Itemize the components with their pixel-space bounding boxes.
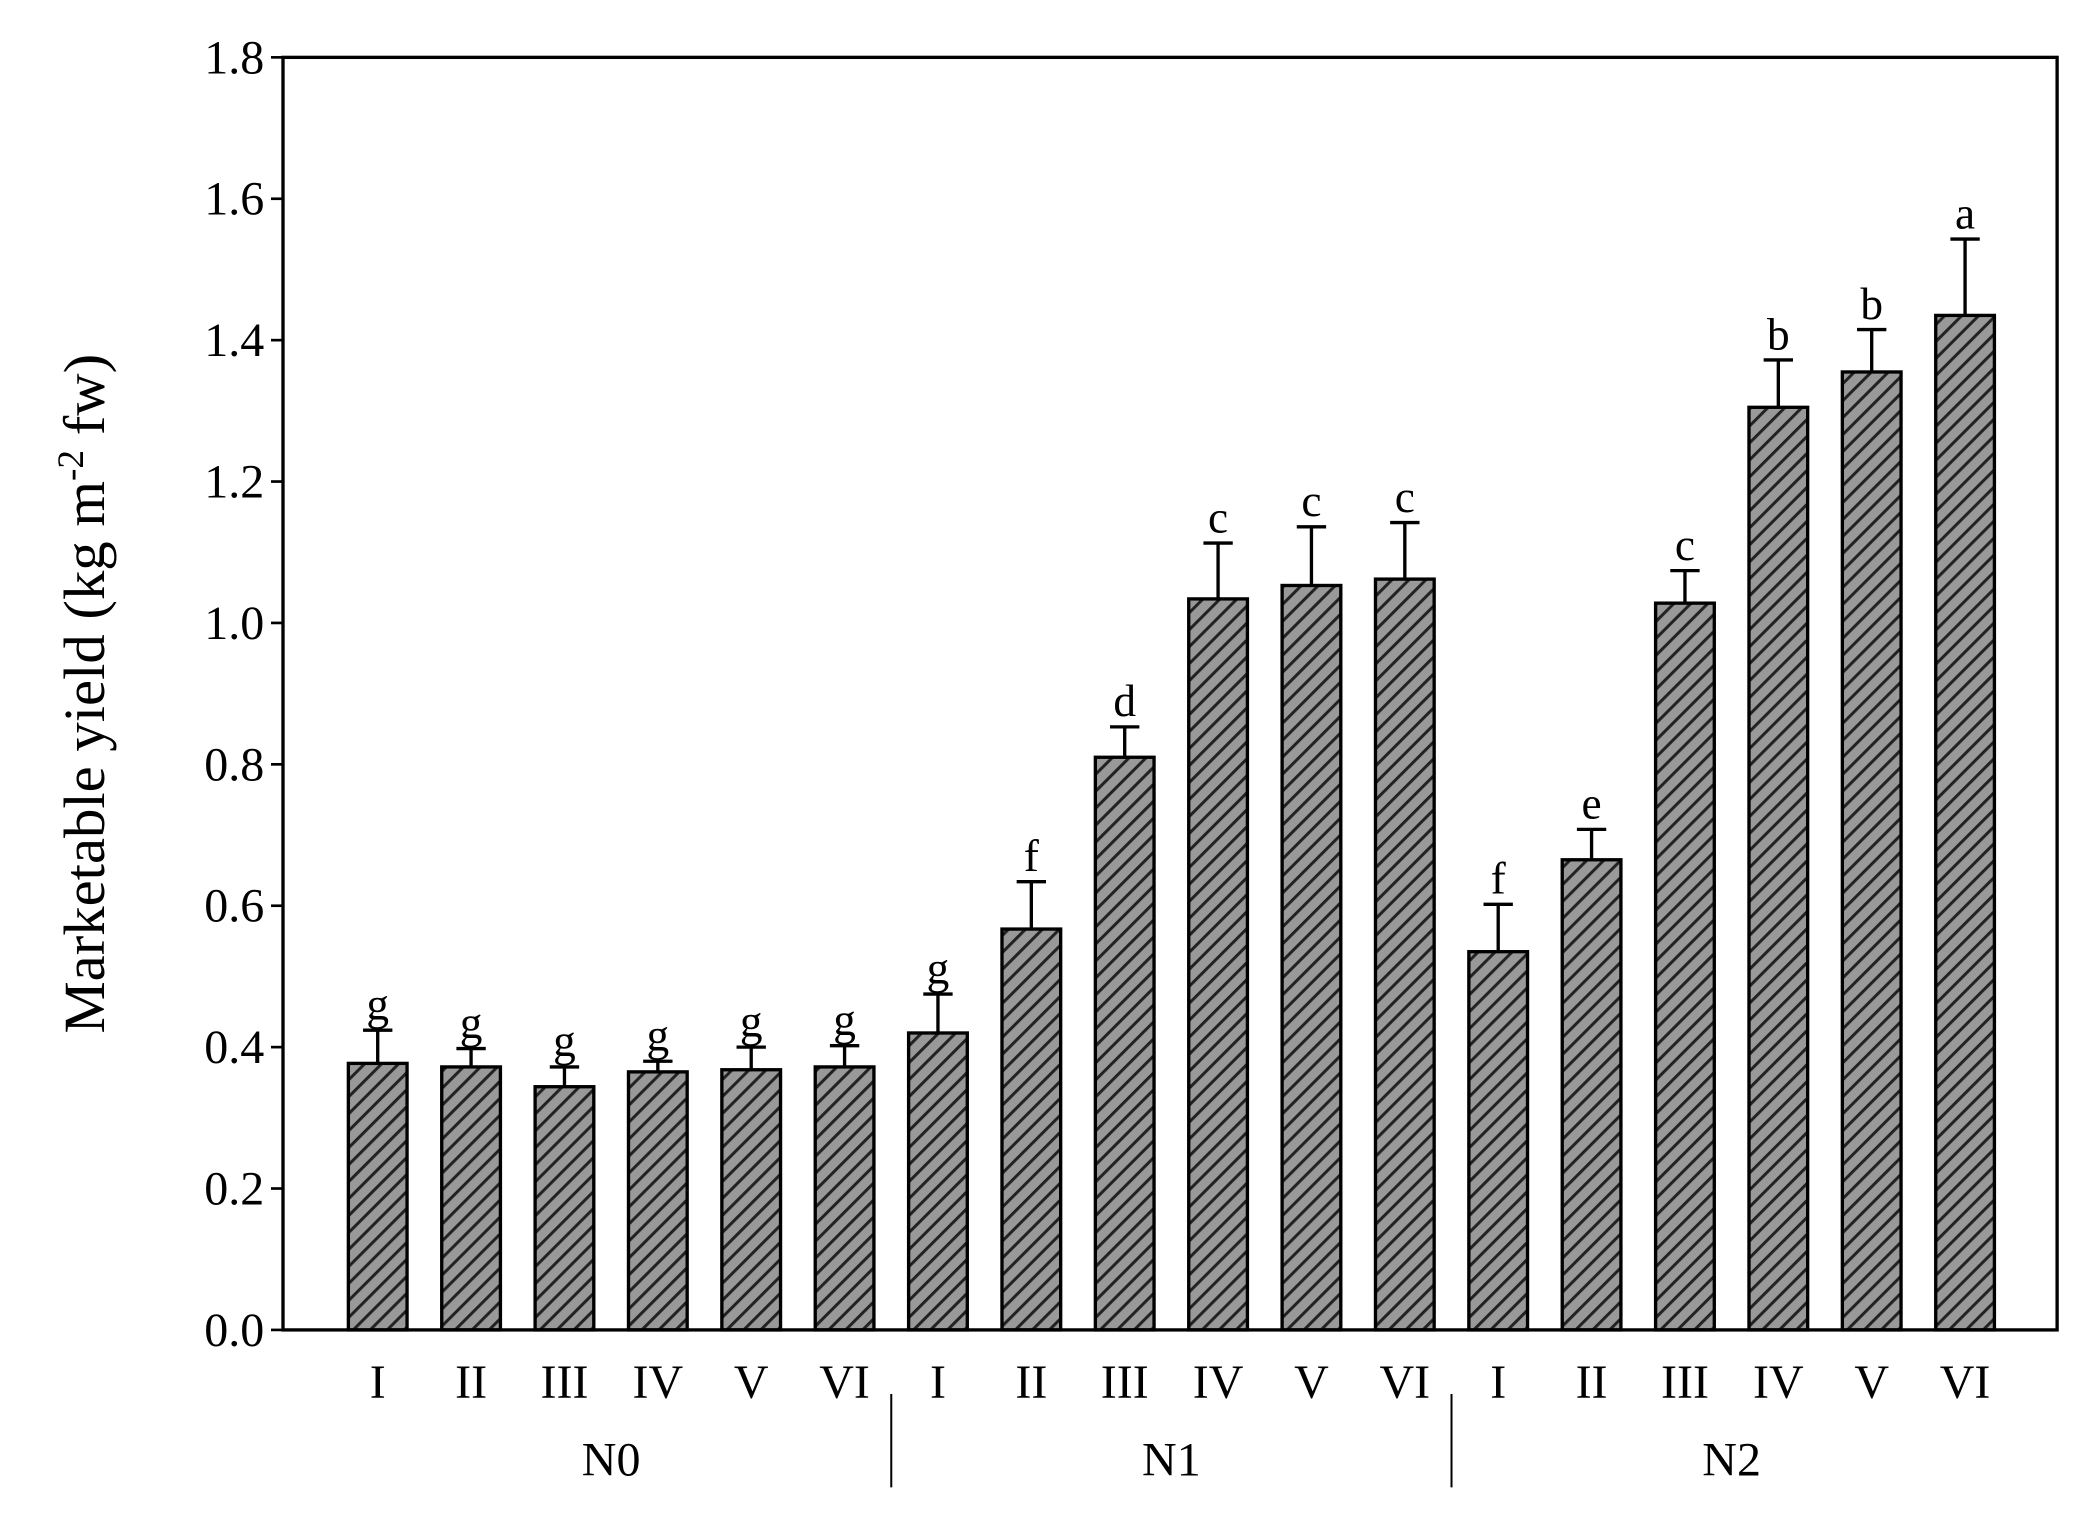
bar [1187,597,1250,1332]
significance-letter: g [553,1016,576,1066]
y-tick-label: 1.6 [204,173,264,226]
y-label-text: Marketable yield (kg m [52,481,117,1033]
y-tick-label: 0.8 [204,738,264,791]
bar [1373,577,1436,1332]
x-tick-label: II [1576,1356,1608,1409]
bar [1000,927,1063,1332]
bar [346,1061,409,1332]
significance-letter: g [740,996,763,1046]
group-label: N1 [1142,1433,1201,1486]
group-label: N0 [582,1433,641,1486]
significance-letter: g [833,995,856,1045]
x-tick-label: V [1294,1356,1329,1409]
x-tick-label: V [1854,1356,1889,1409]
y-tick-label: 1.4 [204,314,264,367]
significance-letter: a [1955,188,1975,238]
plot-frame [281,55,2059,1332]
x-tick-label: III [1101,1356,1149,1409]
x-tick-label: III [1661,1356,1709,1409]
y-tick-label: 0.0 [204,1304,264,1357]
x-tick-label: III [540,1356,588,1409]
y-label-superscript: -2 [51,450,92,481]
significance-letter: c [1675,520,1695,570]
x-tick-label: VI [1379,1356,1430,1409]
x-tick-label: I [1490,1356,1506,1409]
significance-letter: g [366,979,389,1029]
bar [440,1065,503,1332]
x-tick-label: IV [1753,1356,1804,1409]
x-tick-label: VI [819,1356,870,1409]
y-tick-label: 0.6 [204,880,264,933]
significance-letter: e [1582,779,1602,829]
significance-letter: c [1301,476,1321,526]
significance-letter: g [646,1011,669,1061]
bar [1653,601,1716,1332]
y-tick-label: 1.8 [204,31,264,84]
bar [1840,370,1903,1332]
significance-letter: f [1024,831,1040,881]
significance-letter: g [927,943,950,993]
y-tick-label: 1.0 [204,597,264,650]
y-tick-label: 1.2 [204,456,264,509]
bar [1093,755,1156,1332]
y-tick-label: 0.4 [204,1021,264,1074]
significance-letter: g [460,998,483,1048]
y-axis-label: Marketable yield (kg m-2 fw) [51,354,117,1034]
x-tick-label: IV [632,1356,683,1409]
x-tick-label: II [1015,1356,1047,1409]
bar [906,1031,969,1332]
bar [1934,313,1997,1332]
x-tick-label: VI [1940,1356,1991,1409]
y-tick-label: 0.2 [204,1163,264,1216]
x-tick-label: IV [1193,1356,1244,1409]
bar [1467,950,1530,1332]
x-tick-label: I [370,1356,386,1409]
significance-letter: b [1767,309,1790,359]
bar [1560,858,1623,1332]
bar [626,1070,689,1332]
bar [813,1065,876,1332]
bar [720,1068,783,1332]
y-label-text: fw) [52,354,117,450]
significance-letter: c [1208,492,1228,542]
group-label: N2 [1702,1433,1761,1486]
bar [533,1085,596,1332]
significance-letter: c [1395,472,1415,522]
x-tick-label: I [930,1356,946,1409]
bar [1747,405,1810,1332]
significance-letter: b [1860,279,1883,329]
x-tick-label: II [455,1356,487,1409]
significance-letter: f [1491,854,1507,904]
bar [1280,583,1343,1332]
significance-letter: d [1113,676,1136,726]
x-tick-label: V [734,1356,769,1409]
